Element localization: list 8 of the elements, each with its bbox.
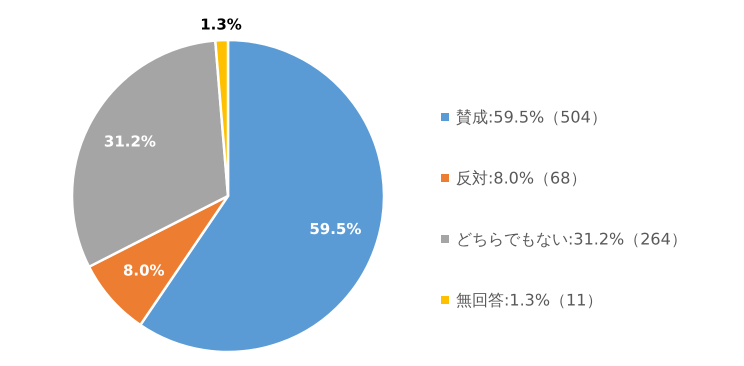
data-label: 59.5%	[309, 220, 362, 238]
data-label: 8.0%	[122, 261, 165, 280]
legend-label: 反対:8.0%（68）	[456, 168, 586, 188]
data-label: 1.3%	[200, 16, 242, 34]
legend-label: 無回答:1.3%（11）	[456, 290, 602, 310]
data-label: 31.2%	[104, 132, 156, 150]
legend-label: 賛成:59.5%（504）	[456, 108, 607, 126]
legend-label: どちらでもない:31.2%（264）	[456, 230, 687, 248]
